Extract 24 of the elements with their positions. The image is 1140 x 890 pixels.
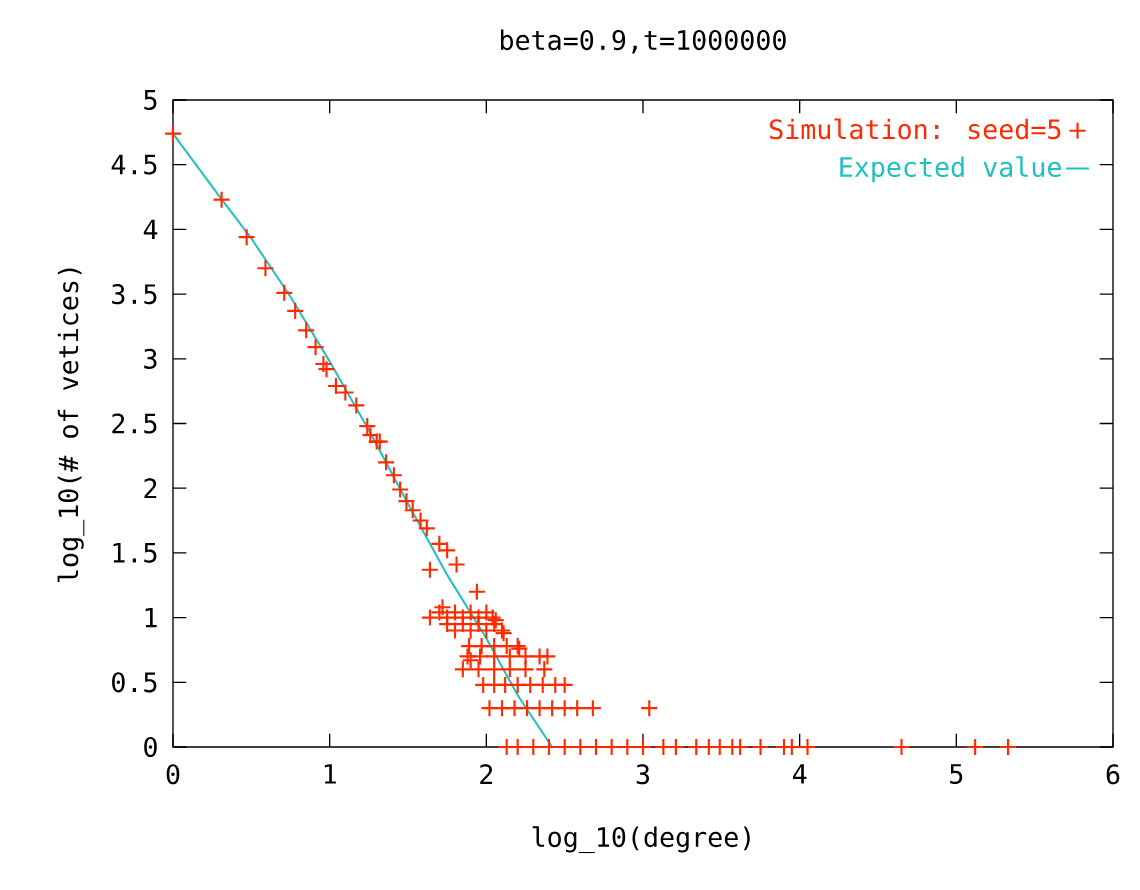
x-axis-title: log_10(degree) (532, 826, 750, 854)
y-tick-label: 3.5 (112, 284, 157, 305)
y-tick-label: 2.5 (112, 413, 157, 434)
x-tick-label: 6 (1106, 764, 1120, 785)
x-tick-label: 5 (950, 764, 963, 784)
x-tick-label: 0 (166, 764, 180, 785)
x-tick-label: 4 (792, 764, 807, 784)
y-tick-label: 1 (145, 607, 157, 628)
y-axis-title: log_10(# of vetices) (57, 268, 85, 582)
legend-label: Simulation: seed=5 (769, 118, 1061, 140)
y-tick-label: 0.5 (112, 672, 157, 693)
x-tick-label: 3 (636, 764, 650, 785)
y-tick-label: 1.5 (113, 543, 157, 563)
line-series (173, 132, 554, 747)
y-tick-label: 4.5 (111, 154, 157, 175)
legend-label: Expected value (840, 156, 1061, 183)
y-tick-label: 5 (144, 90, 157, 110)
y-tick-label: 4 (143, 219, 158, 240)
x-tick-label: 2 (480, 764, 493, 784)
chart-title: beta=0.9,t=1000000 (501, 29, 786, 54)
y-tick-label: 3 (144, 348, 157, 369)
x-tick-label: 1 (324, 764, 336, 784)
y-tick-label: 0 (144, 736, 157, 758)
y-tick-label: 2 (144, 478, 157, 499)
